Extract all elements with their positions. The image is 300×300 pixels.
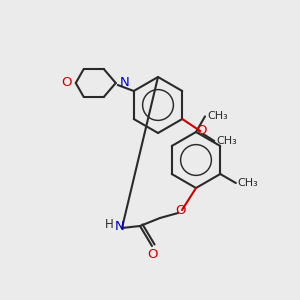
Text: CH₃: CH₃: [238, 178, 259, 188]
Text: O: O: [196, 124, 206, 137]
Text: H: H: [105, 218, 114, 230]
Text: CH₃: CH₃: [216, 136, 237, 146]
Text: N: N: [115, 220, 125, 232]
Text: N: N: [120, 76, 130, 89]
Text: O: O: [148, 248, 158, 261]
Text: CH₃: CH₃: [207, 111, 228, 122]
Text: O: O: [61, 76, 72, 89]
Text: O: O: [176, 203, 186, 217]
